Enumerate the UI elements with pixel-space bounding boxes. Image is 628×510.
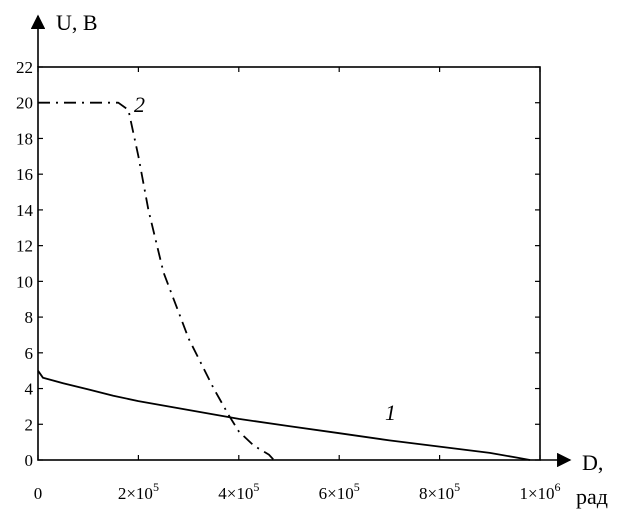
x-tick-label-exponent: 5 xyxy=(253,480,259,494)
y-axis-title: U, B xyxy=(56,10,98,35)
x-tick-label-base: 8×10 xyxy=(419,484,454,503)
y-tick-label: 2 xyxy=(25,415,34,434)
series-label-2: 2 xyxy=(134,92,145,117)
y-tick-label: 8 xyxy=(25,308,34,327)
y-tick-label: 22 xyxy=(16,58,33,77)
x-axis-title-line2: рад xyxy=(576,484,608,509)
series-line-2 xyxy=(38,103,274,460)
x-tick-label-base: 1×10 xyxy=(519,484,554,503)
y-tick-label: 18 xyxy=(16,129,33,148)
y-tick-label: 6 xyxy=(25,344,34,363)
series-lines xyxy=(38,103,530,460)
x-tick-label-exponent: 5 xyxy=(354,480,360,494)
x-tick-label-base: 6×10 xyxy=(319,484,354,503)
x-tick-label-base: 0 xyxy=(34,484,43,503)
x-tick-label: 4×105 xyxy=(218,480,259,503)
x-tick-label: 2×105 xyxy=(118,480,159,503)
x-tick-label: 8×105 xyxy=(419,480,460,503)
x-axis-title-line1: D, xyxy=(582,450,603,475)
x-tick-label-exponent: 5 xyxy=(153,480,159,494)
plot-border xyxy=(38,67,540,460)
x-ticks: 0 2×105 4×105 6×105 8×105 1×106 xyxy=(34,67,561,503)
series-line-1 xyxy=(38,371,530,460)
plot-frame xyxy=(38,16,570,460)
series-label-1: 1 xyxy=(385,400,396,425)
y-tick-label: 0 xyxy=(25,451,34,470)
y-tick-label: 16 xyxy=(16,165,33,184)
x-tick-label-base: 4×10 xyxy=(218,484,253,503)
x-tick-label-base: 2×10 xyxy=(118,484,153,503)
x-tick-label: 6×105 xyxy=(319,480,360,503)
y-tick-label: 12 xyxy=(16,237,33,256)
x-tick-label-exponent: 6 xyxy=(555,480,561,494)
y-tick-label: 10 xyxy=(16,272,33,291)
y-tick-label: 4 xyxy=(25,380,34,399)
x-tick-label: 0 xyxy=(34,484,43,503)
y-tick-label: 14 xyxy=(16,201,34,220)
y-tick-label: 20 xyxy=(16,94,33,113)
x-tick-label-exponent: 5 xyxy=(454,480,460,494)
x-tick-label: 1×106 xyxy=(519,480,560,503)
